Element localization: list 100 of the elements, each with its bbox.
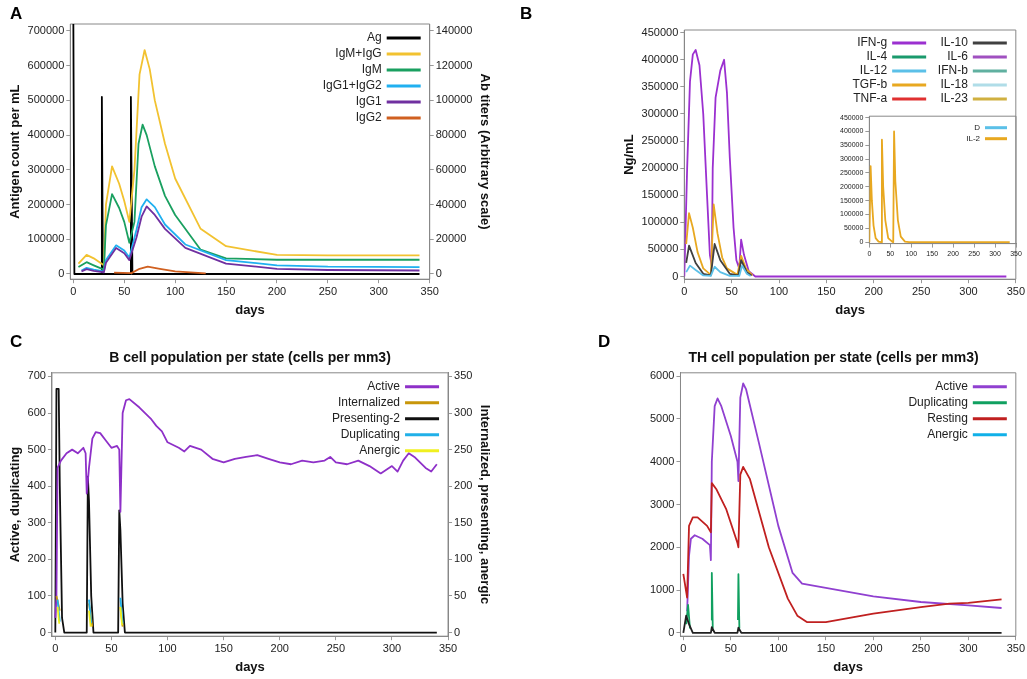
y-tick-label: 400000	[27, 128, 65, 141]
y-tick-label: 600	[27, 406, 46, 419]
y-tick-label: 5000	[649, 412, 675, 425]
x-tick-label: 50	[118, 284, 131, 297]
x-tick-label: 250	[326, 641, 346, 654]
legend-label: Ag	[367, 30, 382, 45]
x-tick-label: 0	[680, 641, 687, 654]
y2-axis-title: Internalized, presenting, anergic	[477, 404, 493, 605]
text: C	[10, 332, 23, 352]
x-tick-label: 50	[725, 284, 738, 297]
y2-tick-label: 150	[454, 515, 473, 528]
y-tick-label: 250000	[641, 134, 679, 147]
legend-label: Presenting-2	[332, 411, 401, 426]
x-tick-label: 200	[267, 284, 287, 297]
legend-label: Active	[935, 379, 969, 394]
x-tick-label: 50	[724, 641, 737, 654]
y-tick-label: 350000	[641, 79, 679, 92]
y-tick-label: 2000	[649, 540, 675, 553]
x-tick-label: 350	[1006, 284, 1025, 297]
x-tick-label: 150	[817, 284, 836, 297]
x-tick-label: 300	[959, 284, 978, 297]
x-tick-label: 150	[214, 641, 233, 654]
x-tick-label: 50	[105, 641, 118, 654]
y-tick-label: 200	[27, 552, 46, 565]
y-tick-label: 1000	[649, 583, 675, 596]
x-tick-label: 300	[382, 641, 402, 654]
legend-label: IL-6	[947, 49, 969, 64]
y2-tick-label: 350	[454, 369, 473, 382]
chart-title: B cell population per state (cells per mm3)	[109, 349, 391, 366]
y2-tick-label: 140000	[435, 23, 473, 36]
y2-tick-label: 0	[454, 625, 461, 638]
y-tick-label: 50000	[647, 242, 679, 255]
x-tick-label: 150	[816, 641, 835, 654]
legend-label: IFN-g	[857, 35, 888, 50]
y-tick-label: 0	[39, 625, 46, 638]
x-tick-label: 200	[864, 641, 883, 654]
legend-label: Anergic	[359, 443, 401, 458]
y-tick-label: 0	[668, 625, 675, 638]
y-tick-label: 3000	[649, 497, 675, 510]
y2-axis-title: Ab titers (Arbitrary scale)	[477, 73, 493, 230]
legend-label: D	[974, 122, 981, 132]
x-tick-label: 200	[864, 284, 883, 297]
x-tick-label: 100	[165, 284, 185, 297]
legend-label: Resting	[927, 411, 968, 426]
y-tick-label: 600000	[27, 58, 65, 71]
y2-tick-label: 0	[435, 267, 442, 280]
y-tick-label: 100000	[641, 215, 679, 228]
y2-tick-label: 60000	[435, 162, 467, 175]
y-tick-label: 4000	[649, 454, 675, 467]
y-tick-label: 700000	[27, 23, 65, 36]
legend-label: IL-10	[940, 35, 969, 50]
y-tick-label: 450000	[641, 25, 679, 38]
legend-label: IL-18	[940, 77, 969, 92]
y-tick-label: 100000	[27, 232, 65, 245]
text: D	[598, 332, 611, 352]
chart-title: TH cell population per state (cells per mm3)	[688, 349, 979, 366]
text: B	[520, 4, 533, 24]
x-axis-title: days	[235, 658, 265, 674]
text: A	[10, 4, 23, 24]
y-axis-title: Antigen count per mL	[7, 84, 23, 219]
legend-label: Duplicating	[340, 427, 401, 442]
legend-label: Internalized	[338, 395, 401, 410]
y-tick-label: 150000	[641, 188, 679, 201]
y2-tick-label: 300	[454, 406, 473, 419]
y-tick-label: 200000	[27, 197, 65, 210]
y-axis-title: Ng/mL	[621, 134, 637, 175]
legend-label: IgG1	[355, 94, 383, 109]
y-tick-label: 0	[58, 267, 65, 280]
y2-tick-label: 40000	[435, 197, 467, 210]
y2-tick-label: 250	[454, 442, 473, 455]
y-tick-label: 300	[27, 515, 46, 528]
legend-label: IL-4	[866, 49, 888, 64]
y2-tick-label: 50	[454, 588, 467, 601]
legend-label: IgM+IgG	[335, 46, 382, 61]
y-tick-label: 700	[27, 369, 46, 382]
x-axis-title: days	[833, 658, 863, 674]
legend-label: TGF-b	[852, 77, 888, 92]
x-tick-label: 250	[911, 284, 931, 297]
x-tick-label: 250	[318, 284, 338, 297]
legend-label: TNF-a	[853, 91, 888, 106]
x-tick-label: 100	[769, 641, 788, 654]
y-tick-label: 200000	[641, 161, 679, 174]
y-tick-label: 500	[27, 442, 46, 455]
x-tick-label: 200	[270, 641, 289, 654]
y2-tick-label: 100000	[435, 93, 473, 106]
legend-label: Active	[367, 379, 401, 394]
legend-label: Anergic	[927, 427, 968, 442]
x-tick-label: 250	[911, 641, 930, 654]
x-tick-label: 350	[1006, 641, 1025, 654]
legend-label: IgM	[361, 62, 382, 77]
legend-label: IgG1+IgG2	[322, 78, 383, 93]
x-tick-label: 300	[959, 641, 978, 654]
legend-label: IFN-b	[937, 63, 969, 78]
y-tick-label: 100	[27, 588, 46, 601]
y-tick-label: 0	[672, 269, 679, 282]
legend-label: IL-23	[940, 91, 969, 106]
x-tick-label: 350	[420, 284, 439, 297]
legend-label: Duplicating	[908, 395, 968, 410]
x-axis-title: days	[835, 301, 865, 317]
x-tick-label: 100	[158, 641, 177, 654]
